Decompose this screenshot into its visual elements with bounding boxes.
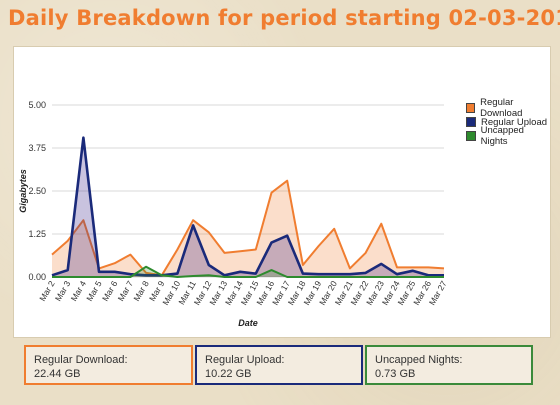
y-tick-label: 0.00 (28, 272, 46, 282)
legend-label-upload: Regular Upload (481, 116, 548, 128)
y-tick-label: 2.50 (28, 186, 46, 196)
uncapped-line (52, 265, 444, 278)
upload-line (51, 136, 444, 277)
summary-upload: Regular Upload: 10.22 GB (195, 345, 363, 385)
chart-panel: 0.00 1.25 2.50 3.75 5.00 Mar 2 Mar 3 Mar 4 Mar 5… (13, 46, 551, 338)
legend-label-uncapped: Uncapped Nights (480, 125, 524, 147)
y-tick-label: 3.75 (28, 143, 46, 153)
summary-uncapped-label: Uncapped Nights: (375, 354, 463, 366)
download-area (52, 180, 444, 277)
legend-item-uncapped: Uncapped Nights (466, 125, 550, 147)
chart-legend: Regular Download Regular Upload Uncapped… (466, 97, 550, 147)
upload-area (52, 137, 444, 277)
legend-swatch-download (466, 103, 476, 113)
y-axis-title: Gigabytes (18, 169, 28, 213)
legend-item-upload: Regular Upload (466, 115, 550, 129)
x-axis-title: Date (238, 318, 258, 328)
legend-swatch-upload (466, 117, 476, 127)
summary-uncapped: Uncapped Nights: 0.73 GB (365, 345, 533, 385)
page-title: Daily Breakdown for period starting 02-0… (8, 6, 560, 30)
summary-download-value: 22.44 GB (34, 368, 81, 380)
summary-download: Regular Download: 22.44 GB (24, 345, 193, 385)
summary-upload-value: 10.22 GB (205, 368, 252, 380)
summary-uncapped-value: 0.73 GB (375, 368, 416, 380)
legend-swatch-uncapped (466, 131, 476, 141)
summary-download-label: Regular Download: (34, 354, 128, 366)
download-line (51, 179, 445, 277)
legend-label-download: Regular Download (480, 97, 523, 119)
y-tick-label: 1.25 (28, 229, 46, 239)
y-tick-label: 5.00 (28, 100, 46, 110)
legend-item-download: Regular Download (466, 97, 550, 119)
summary-upload-label: Regular Upload: (205, 354, 285, 366)
